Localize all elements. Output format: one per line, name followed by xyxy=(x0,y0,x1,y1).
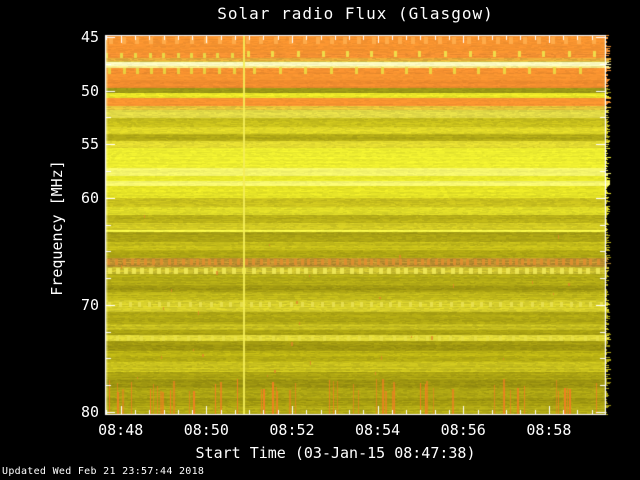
y-tick-label: 60 xyxy=(80,189,99,207)
y-tick-label: 45 xyxy=(80,28,99,46)
y-tick-label: 70 xyxy=(80,296,99,314)
x-axis-label: Start Time (03-Jan-15 08:47:38) xyxy=(195,444,476,462)
x-tick-label: 08:50 xyxy=(183,421,229,439)
x-tick-label: 08:54 xyxy=(355,421,401,439)
x-tick-label: 08:56 xyxy=(440,421,486,439)
x-tick-label: 08:48 xyxy=(98,421,144,439)
x-tick-label: 08:58 xyxy=(526,421,572,439)
x-tick-label: 08:52 xyxy=(269,421,315,439)
updated-timestamp: Updated Wed Feb 21 23:57:44 2018 xyxy=(2,466,205,477)
y-tick-label: 50 xyxy=(80,82,99,100)
y-tick-label: 80 xyxy=(80,403,99,421)
y-axis-label: Frequency [MHz] xyxy=(48,160,66,296)
chart-title: Solar radio Flux (Glasgow) xyxy=(217,4,494,23)
y-tick-label: 55 xyxy=(80,135,99,153)
